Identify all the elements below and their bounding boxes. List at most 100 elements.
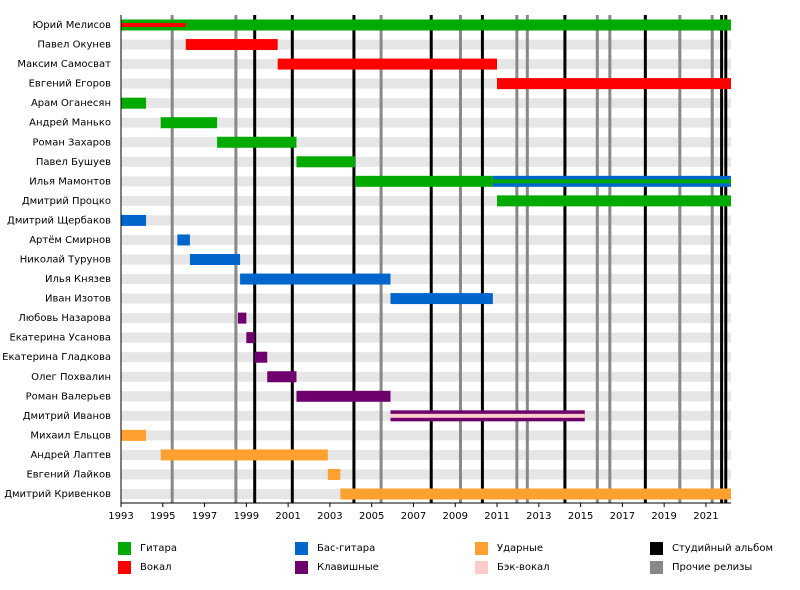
- member-name: Арам Оганесян: [31, 98, 111, 109]
- row-band: [121, 371, 731, 382]
- member-name: Павел Бушуев: [36, 157, 111, 168]
- member-bar: [160, 117, 218, 129]
- member-bar: [277, 58, 498, 70]
- legend-label: Бас-гитара: [317, 543, 375, 554]
- member-bar: [160, 449, 328, 461]
- legend-swatch: [295, 561, 308, 574]
- member-name: Андрей Лаптев: [30, 450, 111, 461]
- member-bar: [497, 78, 731, 90]
- legend-swatch: [475, 561, 488, 574]
- x-tick-label: 1993: [108, 511, 133, 522]
- row-band: [121, 195, 731, 206]
- member-name: Дмитрий Иванов: [23, 411, 111, 422]
- member-bar: [121, 214, 147, 226]
- legend-label: Гитара: [140, 543, 177, 554]
- member-bar: [296, 390, 391, 402]
- member-name: Дмитрий Щербаков: [7, 215, 111, 226]
- member-name: Дмитрий Кривенков: [4, 489, 111, 500]
- member-bar: [217, 136, 297, 148]
- member-name: Андрей Манько: [29, 118, 111, 129]
- member-bar: [390, 293, 493, 305]
- row-band: [121, 137, 731, 148]
- member-name: Любовь Назарова: [18, 313, 111, 324]
- member-name: Дмитрий Процко: [22, 196, 111, 207]
- member-name: Екатерина Гладкова: [2, 352, 111, 363]
- legend-label: Ударные: [497, 543, 543, 554]
- row-band: [121, 156, 731, 167]
- member-bar: [121, 23, 186, 27]
- member-name: Илья Мамонтов: [29, 176, 111, 187]
- member-bar: [340, 488, 731, 500]
- x-tick-label: 2015: [568, 511, 593, 522]
- x-tick-label: 2017: [610, 511, 635, 522]
- legend-swatch: [295, 542, 308, 555]
- member-bar: [246, 332, 255, 344]
- row-band: [121, 391, 731, 402]
- row-band: [121, 254, 731, 265]
- x-tick-label: 2011: [484, 511, 509, 522]
- member-bar: [492, 179, 731, 184]
- legend-label: Прочие релизы: [672, 562, 752, 573]
- x-tick-label: 2009: [443, 511, 468, 522]
- member-name: Евгений Егоров: [29, 79, 111, 90]
- legend-swatch: [650, 542, 663, 555]
- row-band: [121, 98, 731, 109]
- row-band: [121, 274, 731, 285]
- member-name: Максим Самосват: [17, 59, 111, 70]
- row-band: [121, 234, 731, 245]
- legend-swatch: [650, 561, 663, 574]
- row-band: [121, 215, 731, 226]
- member-name: Екатерина Усанова: [9, 333, 111, 344]
- member-name: Роман Валерьев: [26, 391, 111, 402]
- member-bar: [354, 175, 493, 187]
- member-bar: [177, 234, 190, 246]
- row-band: [121, 117, 731, 128]
- member-bar: [296, 156, 355, 168]
- row-band: [121, 332, 731, 343]
- member-name: Павел Окунев: [37, 40, 111, 51]
- member-bar: [390, 413, 585, 418]
- member-name: Артём Смирнов: [29, 235, 111, 246]
- member-name: Евгений Лайков: [26, 469, 111, 480]
- member-name: Илья Князев: [45, 274, 111, 285]
- member-name: Роман Захаров: [33, 137, 112, 148]
- x-tick-label: 1999: [234, 511, 259, 522]
- legend-label: Бэк-вокал: [497, 562, 550, 573]
- member-bar: [254, 351, 268, 363]
- legend-swatch: [118, 561, 131, 574]
- legend-swatch: [118, 542, 131, 555]
- row-band: [121, 78, 731, 89]
- row-band: [121, 39, 731, 50]
- row-band: [121, 430, 731, 441]
- member-bar: [185, 39, 278, 51]
- row-band: [121, 352, 731, 363]
- member-name: Иван Изотов: [45, 294, 111, 305]
- member-bar: [327, 468, 341, 480]
- x-tick-label: 2005: [359, 511, 384, 522]
- x-tick-label: 2007: [401, 511, 426, 522]
- x-tick-label: 2003: [317, 511, 342, 522]
- legend-label: Студийный альбом: [672, 543, 773, 554]
- x-tick-label: 1997: [192, 511, 217, 522]
- x-tick-label: 2021: [693, 511, 718, 522]
- member-bar: [121, 19, 731, 31]
- member-bar: [189, 254, 241, 265]
- legend-swatch: [475, 542, 488, 555]
- member-name: Олег Похвалин: [31, 372, 111, 383]
- member-name: Михаил Ельцов: [30, 430, 111, 441]
- x-tick-label: 2013: [526, 511, 551, 522]
- row-band: [121, 313, 731, 324]
- legend-label: Вокал: [140, 562, 172, 573]
- row-band: [121, 469, 731, 480]
- x-tick-label: 2001: [275, 511, 300, 522]
- member-name: Николай Турунов: [20, 255, 111, 266]
- member-bar: [121, 429, 147, 441]
- member-bar: [497, 195, 731, 207]
- member-bar: [267, 371, 297, 383]
- member-name: Юрий Мелисов: [32, 20, 111, 31]
- legend-label: Клавишные: [317, 562, 379, 573]
- member-bar: [121, 97, 147, 109]
- x-tick-label: 2019: [651, 511, 676, 522]
- member-bar: [240, 273, 391, 285]
